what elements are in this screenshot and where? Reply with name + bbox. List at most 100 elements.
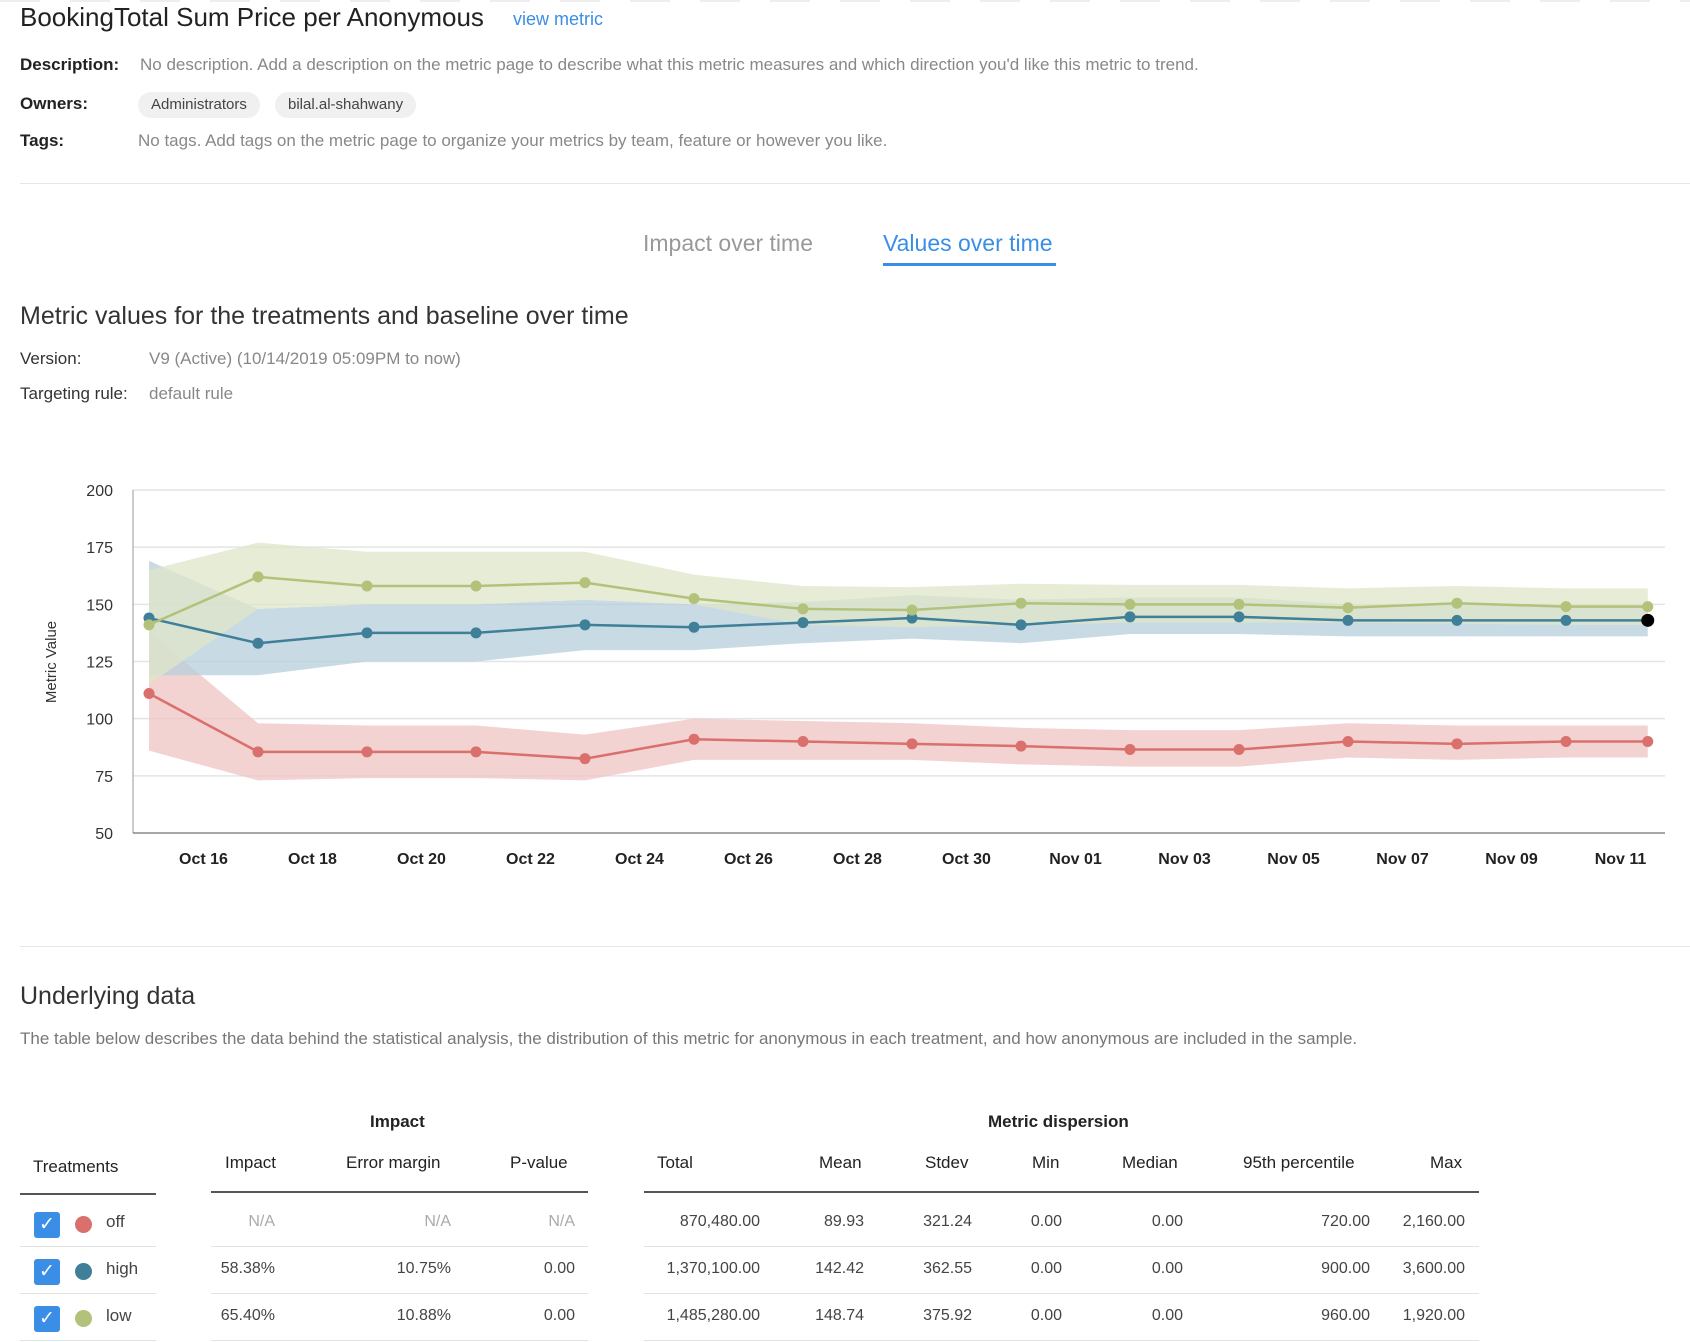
col-mean: Mean [819, 1153, 862, 1172]
hover-point-marker[interactable] [1641, 613, 1655, 627]
x-tick-label: Nov 03 [1158, 851, 1211, 868]
version-value: V9 (Active) (10/14/2019 05:09PM to now) [149, 349, 461, 368]
treatment-checkbox[interactable]: ✓ [34, 1212, 60, 1238]
data-point-off[interactable] [579, 753, 591, 765]
data-point-off[interactable] [1560, 736, 1572, 748]
data-point-low[interactable] [688, 593, 700, 605]
data-point-high[interactable] [252, 637, 264, 649]
treatment-name: low [106, 1306, 132, 1325]
y-axis-label: Metric Value [43, 621, 60, 703]
data-point-low[interactable] [361, 580, 373, 592]
cell-stdev: 362.55 [923, 1260, 972, 1277]
owners-label: Owners: [20, 94, 89, 113]
data-point-high[interactable] [1124, 611, 1136, 623]
col-impact: Impact [225, 1153, 277, 1172]
owner-chip[interactable]: bilal.al-shahwany [275, 92, 417, 118]
treatment-color-dot [75, 1263, 92, 1280]
data-point-off[interactable] [1124, 744, 1136, 756]
data-point-off[interactable] [688, 733, 700, 745]
data-point-off[interactable] [361, 746, 373, 758]
data-point-low[interactable] [1560, 601, 1572, 613]
data-point-off[interactable] [1342, 736, 1354, 748]
y-tick-label: 200 [86, 483, 113, 500]
data-point-high[interactable] [361, 627, 373, 639]
cell-mean: 148.74 [815, 1307, 864, 1324]
data-point-high[interactable] [1451, 614, 1463, 626]
x-tick-label: Oct 22 [506, 851, 555, 868]
tags-text: No tags. Add tags on the metric page to … [138, 131, 888, 150]
treatment-checkbox[interactable]: ✓ [34, 1306, 60, 1332]
tab-impact-over-time[interactable]: Impact over time [643, 230, 813, 256]
data-point-off[interactable] [906, 738, 918, 750]
data-point-off[interactable] [252, 746, 264, 758]
cell-p95: 900.00 [1321, 1260, 1370, 1277]
data-point-off[interactable] [1233, 744, 1245, 756]
view-metric-link[interactable]: view metric [513, 9, 604, 29]
x-tick-label: Nov 09 [1485, 851, 1538, 868]
x-tick-label: Nov 01 [1049, 851, 1102, 868]
cell-max: 1,920.00 [1402, 1307, 1465, 1324]
data-point-off[interactable] [470, 746, 482, 758]
cell-p-value: 0.00 [543, 1307, 575, 1324]
col-treatments: Treatments [33, 1157, 119, 1176]
data-point-high[interactable] [1560, 614, 1572, 626]
data-point-off[interactable] [143, 688, 155, 700]
row-divider [644, 1246, 1479, 1247]
description-label: Description: [20, 55, 120, 74]
owner-chip[interactable]: Administrators [138, 92, 260, 118]
cell-p-value: N/A [548, 1213, 575, 1230]
cell-total: 1,485,280.00 [666, 1307, 760, 1324]
version-label: Version: [20, 349, 82, 368]
cell-error-margin: N/A [424, 1213, 451, 1230]
data-point-low[interactable] [252, 571, 264, 583]
treatment-color-dot [75, 1310, 92, 1327]
data-point-off[interactable] [797, 736, 809, 748]
col-max: Max [1430, 1153, 1463, 1172]
data-point-low[interactable] [906, 604, 918, 616]
data-point-low[interactable] [1342, 602, 1354, 614]
values-over-time-chart: 50 75 100 125 150 175 200 Oct 16 Oct 18 Oct 20 Oct… [43, 483, 1665, 868]
data-point-low[interactable] [143, 619, 155, 631]
y-tick-label: 100 [86, 712, 113, 729]
cell-median: 0.00 [1151, 1260, 1183, 1277]
x-tick-label: Oct 18 [288, 851, 337, 868]
data-point-high[interactable] [1015, 619, 1027, 631]
cell-min: 0.00 [1030, 1213, 1062, 1230]
data-point-high[interactable] [797, 617, 809, 629]
tab-values-over-time[interactable]: Values over time [883, 230, 1053, 256]
data-point-high[interactable] [688, 621, 700, 633]
row-divider [644, 1293, 1479, 1294]
data-point-low[interactable] [1642, 601, 1654, 613]
data-point-low[interactable] [1015, 597, 1027, 609]
data-point-low[interactable] [470, 580, 482, 592]
data-point-off[interactable] [1642, 736, 1654, 748]
x-tick-label: Nov 11 [1595, 851, 1647, 868]
treatment-checkbox[interactable]: ✓ [34, 1259, 60, 1285]
y-tick-label: 175 [86, 540, 113, 557]
header-rule [20, 1193, 156, 1195]
data-point-off[interactable] [1015, 740, 1027, 752]
cell-total: 870,480.00 [679, 1213, 760, 1230]
x-tick-label: Nov 05 [1267, 851, 1320, 868]
row-divider [20, 1340, 156, 1341]
treatment-name: high [106, 1259, 139, 1278]
data-point-high[interactable] [906, 612, 918, 624]
cell-impact: N/A [248, 1213, 275, 1230]
check-icon: ✓ [39, 1214, 55, 1235]
data-point-off[interactable] [1451, 738, 1463, 750]
row-divider [20, 1293, 156, 1294]
data-point-high[interactable] [1233, 611, 1245, 623]
data-point-high[interactable] [1342, 614, 1354, 626]
data-point-high[interactable] [579, 619, 591, 631]
data-point-low[interactable] [1233, 598, 1245, 610]
data-point-low[interactable] [1451, 597, 1463, 609]
col-total: Total [657, 1153, 693, 1172]
targeting-value: default rule [149, 384, 234, 403]
data-point-low[interactable] [797, 603, 809, 615]
x-tick-label: Oct 16 [179, 851, 228, 868]
data-point-low[interactable] [579, 577, 591, 589]
data-point-high[interactable] [470, 627, 482, 639]
data-point-low[interactable] [1124, 598, 1136, 610]
underlying-data-description: The table below describes the data behin… [20, 1029, 1358, 1048]
